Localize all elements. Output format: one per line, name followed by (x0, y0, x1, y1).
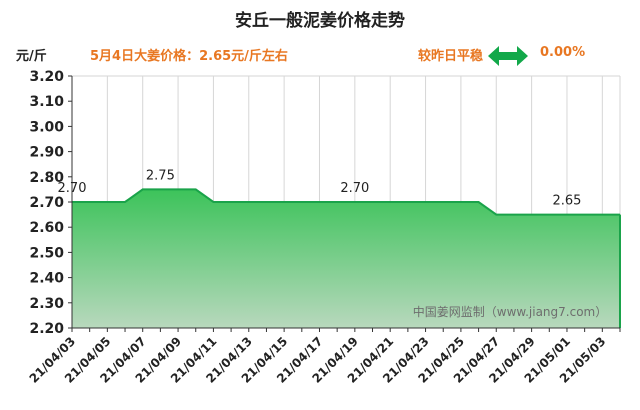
y-tick-label: 2.60 (29, 220, 64, 236)
unit-label: 元/斤 (16, 49, 47, 64)
y-tick-label: 2.40 (29, 271, 64, 287)
series-area (72, 189, 620, 328)
watermark: 中国姜网监制（www.jiang7.com） (413, 304, 607, 319)
data-label: 2.70 (58, 181, 87, 196)
y-tick-label: 2.20 (29, 321, 64, 337)
data-label: 2.65 (552, 194, 581, 209)
y-tick-label: 3.00 (29, 119, 64, 135)
data-label: 2.75 (146, 168, 175, 183)
series-line (72, 188, 620, 216)
change-percent: 0.00% (540, 45, 586, 60)
price-note: 5月4日大姜价格：2.65元/斤左右 (90, 49, 288, 64)
y-tick-label: 2.50 (29, 245, 64, 261)
y-tick-label: 2.90 (29, 145, 64, 161)
y-tick-label: 3.20 (29, 69, 64, 85)
y-tick-label: 3.10 (29, 94, 64, 110)
y-tick-label: 2.30 (29, 296, 64, 312)
y-tick-label: 2.70 (29, 195, 64, 211)
chart-title: 安丘一般泥姜价格走势 (235, 11, 405, 31)
data-label: 2.70 (340, 181, 369, 196)
compare-label: 较昨日平稳 (418, 49, 484, 64)
y-tick-label: 2.80 (29, 170, 64, 186)
double-arrow-flat-icon (488, 46, 528, 66)
